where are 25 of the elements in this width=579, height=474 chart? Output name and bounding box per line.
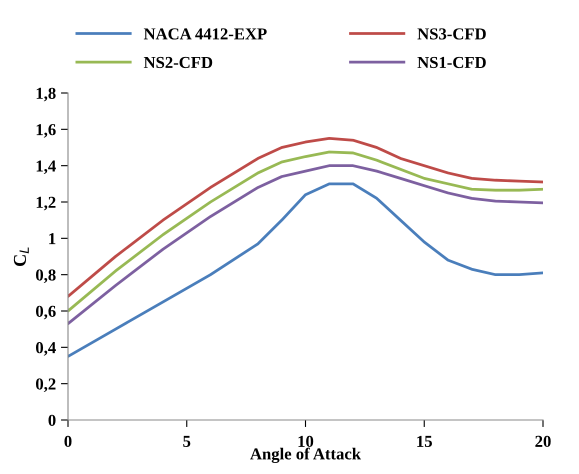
y-tick-label: 0,6: [36, 306, 56, 320]
legend-label: NACA 4412-EXP: [144, 28, 267, 40]
y-tick-label: 1,6: [36, 124, 56, 138]
x-tick-label: 15: [417, 436, 432, 448]
x-tick-label: 0: [64, 436, 72, 448]
x-tick-label: 10: [298, 436, 314, 448]
line-series: [68, 150, 543, 312]
y-tick-label: 0,8: [36, 269, 56, 284]
y-tick-label: 1,4: [36, 160, 56, 174]
y-tick-label: 0,2: [36, 378, 56, 392]
legend-label: NS1-CFD: [417, 56, 486, 68]
y-axis-title: C$_{L}$: [14, 247, 29, 266]
y-tick-label: 0,4: [36, 342, 56, 356]
legend-label: NS2-CFD: [144, 56, 212, 68]
y-tick-label: 1,2: [36, 196, 56, 210]
line-series: [68, 164, 543, 326]
legend-label: NS3-CFD: [417, 28, 486, 40]
x-tick-label: 20: [535, 436, 551, 448]
y-tick-label: 1,8: [36, 88, 56, 102]
x-axis-title: Angle of Attack: [250, 448, 362, 464]
line-series: [68, 137, 543, 298]
line-series: [68, 182, 543, 358]
y-tick-label: 1: [49, 233, 56, 244]
y-tick-label: 0: [48, 414, 56, 426]
x-tick-label: 5: [183, 436, 190, 448]
